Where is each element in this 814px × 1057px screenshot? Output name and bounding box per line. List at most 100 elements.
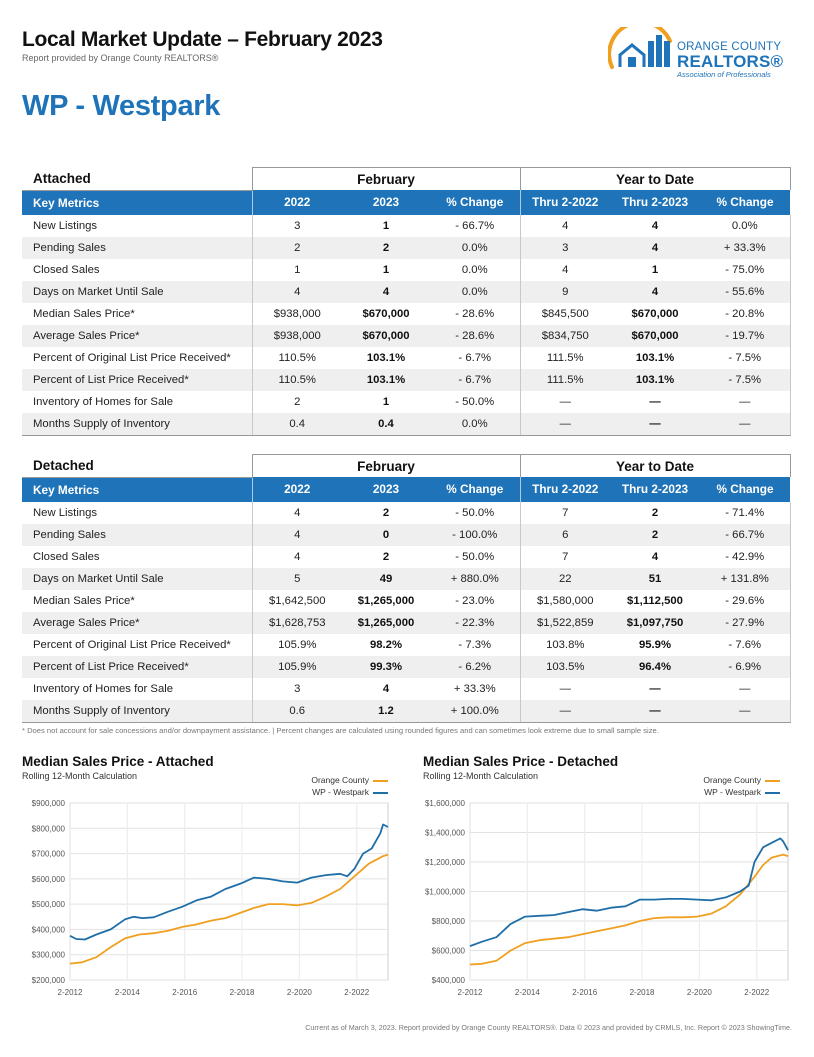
metric-value: 0 [342, 523, 430, 546]
metric-value: $938,000 [251, 324, 342, 347]
x-tick-label: 2-2012 [458, 988, 483, 997]
metric-value: 4 [342, 280, 430, 303]
metric-value: — [519, 699, 610, 723]
metric-value: 6 [519, 523, 610, 546]
column-header: Thru 2-2022 [519, 190, 610, 215]
table-row: Inventory of Homes for Sale 3 4 + 33.3% — — — [22, 677, 791, 700]
table-row: Inventory of Homes for Sale 2 1 - 50.0% — — — [22, 390, 791, 413]
metric-value: 99.3% [342, 655, 430, 678]
metric-value: 1 [382, 395, 390, 408]
metric-value: - 7.6% [700, 633, 791, 656]
y-tick-label: $600,000 [32, 875, 66, 884]
metric-value: - 6.7% [430, 368, 520, 391]
metric-value: - 66.7% [700, 523, 791, 546]
metric-value: — [610, 699, 700, 723]
metric-value: 51 [610, 567, 700, 590]
series-line-orange-county [69, 853, 389, 965]
metric-value: $670,000 [631, 307, 679, 320]
plot-area [69, 802, 389, 981]
y-tick-label: $600,000 [432, 947, 466, 956]
metric-value: 22 [519, 567, 610, 590]
series-line-westpark [469, 837, 789, 947]
logo-house-icon [608, 27, 672, 69]
metric-value: $670,000 [362, 307, 410, 320]
metric-value: 5 [251, 567, 342, 590]
metric-value: 103.5% [519, 655, 610, 678]
logo-wordmark: ORANGE COUNTY REALTORS® Association of P… [677, 41, 783, 79]
y-tick-label: $200,000 [32, 976, 66, 985]
metric-label: Percent of Original List Price Received* [33, 351, 231, 364]
metric-value: 103.8% [519, 633, 610, 656]
table-row: Months Supply of Inventory 0.4 0.4 0.0% — — — [22, 412, 791, 436]
metric-value: $1,097,750 [610, 611, 700, 634]
table-row: New Listings 3 1 - 66.7% 4 4 0.0% [22, 214, 791, 237]
metric-value: + 880.0% [430, 567, 520, 590]
report-subtitle: Report provided by Orange County REALTOR… [22, 53, 219, 63]
chart-legend: Orange County WP - Westpark [630, 774, 780, 798]
metric-value: $1,522,859 [519, 611, 610, 634]
table-row: Pending Sales 2 2 0.0% 3 4 + 33.3% [22, 236, 791, 259]
column-header: Key Metrics [22, 477, 252, 502]
chart-title: Median Sales Price - Detached [423, 754, 619, 769]
y-tick-label: $700,000 [32, 850, 66, 859]
column-header: % Change [430, 477, 520, 502]
metric-value: $1,580,000 [519, 589, 610, 612]
metric-value: — [649, 395, 661, 408]
metric-value: 103.1% [635, 351, 675, 364]
metric-value: 3 [519, 236, 610, 259]
metric-value: - 22.3% [430, 611, 520, 634]
y-tick-label: $800,000 [432, 917, 466, 926]
metric-value: 7 [519, 501, 610, 524]
metric-value: - 28.6% [430, 324, 520, 347]
x-tick-label: 2-2014 [115, 988, 140, 997]
metric-value: - 7.5% [700, 368, 791, 391]
group-february: February [251, 167, 521, 190]
metric-value: 1 [651, 263, 659, 276]
metric-value: $1,265,000 [357, 594, 415, 607]
table-row: Percent of Original List Price Received*… [22, 633, 791, 656]
table-row: Pending Sales 4 0- 100.0% 6 2- 66.7% [22, 523, 791, 546]
metric-label: Average Sales Price* [22, 611, 252, 634]
table-row: Average Sales Price* $938,000 $670,000- 28… [22, 324, 791, 347]
legend-item-orange-county: Orange County [630, 774, 780, 786]
x-tick-label: 2-2020 [287, 988, 312, 997]
metric-value: 0.0% [430, 412, 520, 436]
table-row: Closed Sales 1 1 0.0% 4 1 - 75.0% [22, 258, 791, 281]
metric-value: 1 [382, 219, 390, 232]
y-tick-label: $800,000 [32, 824, 66, 833]
metric-value: — [649, 682, 661, 695]
legend-swatch [765, 791, 780, 794]
metric-value: — [519, 390, 610, 413]
metric-value: - 75.0% [700, 258, 791, 281]
legend-swatch [373, 779, 388, 782]
metric-label: Months Supply of Inventory [22, 412, 252, 436]
chart-legend: Orange County WP - Westpark [240, 774, 388, 798]
table-row: Days on Market Until Sale 5 49 + 880.0% 22 51… [22, 567, 791, 590]
legend-item-westpark: WP - Westpark [630, 786, 780, 798]
y-tick-label: $400,000 [32, 925, 66, 934]
metric-value: + 131.8% [700, 567, 791, 590]
metric-value: — [700, 390, 791, 413]
column-header: % Change [430, 190, 520, 215]
chart-subtitle: Rolling 12-Month Calculation [22, 771, 138, 781]
metric-value: - 7.5% [700, 346, 791, 369]
group-year-to-date: Year to Date [519, 167, 791, 190]
legend-label: WP - Westpark [312, 787, 369, 797]
x-tick-label: 2-2014 [515, 988, 540, 997]
x-tick-label: 2-2018 [630, 988, 655, 997]
logo-line-2: REALTORS® [677, 52, 784, 71]
metric-value: 2 [251, 390, 342, 413]
metric-label: New Listings [33, 506, 98, 519]
metric-value: + 33.3% [700, 236, 791, 259]
metric-value: 0.0% [430, 236, 520, 259]
metric-value: 49 [342, 567, 430, 590]
column-header: 2023 [342, 477, 430, 502]
metric-value: 0.6 [251, 699, 342, 723]
metric-value: - 66.7% [455, 219, 495, 232]
column-header: Thru 2-2023 [610, 477, 700, 502]
metric-value: 4 [651, 219, 659, 232]
table-column-header: Key Metrics 2022 2023% Change Thru 2-2022 Th… [22, 190, 791, 215]
metric-value: — [700, 699, 791, 723]
group-february: February [251, 454, 521, 477]
y-tick-label: $300,000 [32, 951, 66, 960]
